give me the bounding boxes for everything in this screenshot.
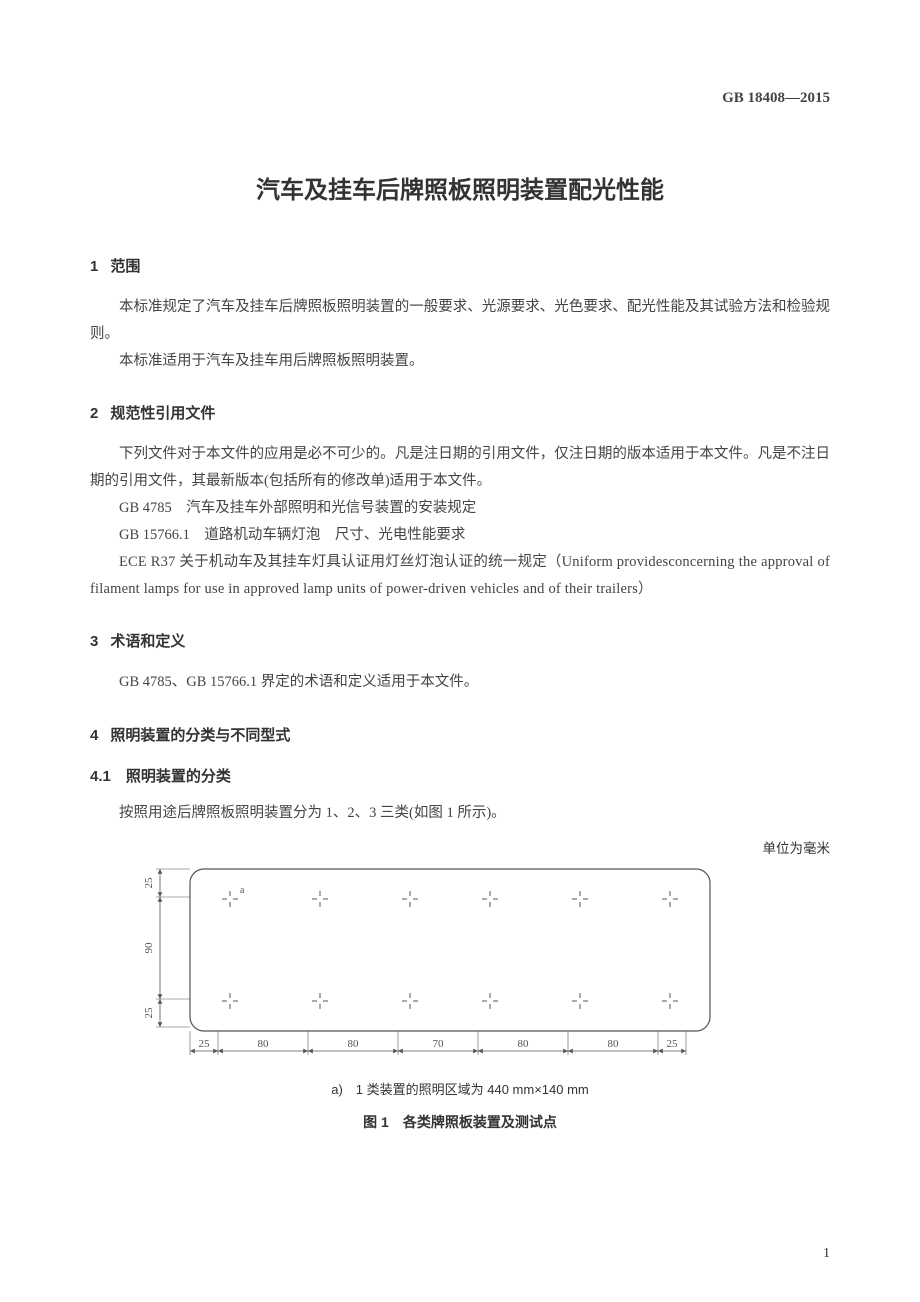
section-num: 2	[90, 405, 98, 422]
section-2-head: 2 规范性引用文件	[90, 402, 830, 423]
svg-text:80: 80	[258, 1038, 270, 1050]
s2-ref2: GB 15766.1 道路机动车辆灯泡 尺寸、光电性能要求	[90, 522, 830, 549]
s2-p1: 下列文件对于本文件的应用是必不可少的。凡是注日期的引用文件，仅注日期的版本适用于…	[90, 441, 830, 495]
section-4-1-head: 4.1 照明装置的分类	[90, 765, 830, 786]
section-label: 范围	[110, 258, 140, 275]
svg-text:25: 25	[667, 1038, 679, 1050]
section-label: 术语和定义	[110, 633, 185, 650]
section-label: 照明装置的分类与不同型式	[110, 727, 290, 744]
section-num: 4	[90, 727, 98, 744]
svg-text:80: 80	[348, 1038, 360, 1050]
figure-1-svg: a 25 80 80 70 80 80 25 25 90 25	[110, 861, 810, 1071]
s2-ref1: GB 4785 汽车及挂车外部照明和光信号装置的安装规定	[90, 495, 830, 522]
s1-p2: 本标准适用于汽车及挂车用后牌照板照明装置。	[90, 348, 830, 375]
svg-text:25: 25	[199, 1038, 211, 1050]
figure-1: a 25 80 80 70 80 80 25 25 90 25	[90, 861, 830, 1071]
svg-text:25: 25	[143, 1007, 155, 1019]
s1-p1: 本标准规定了汽车及挂车后牌照板照明装置的一般要求、光源要求、光色要求、配光性能及…	[90, 294, 830, 348]
svg-text:25: 25	[143, 877, 155, 889]
s2-ref3: ECE R37 关于机动车及其挂车灯具认证用灯丝灯泡认证的统一规定（Unifor…	[90, 549, 830, 603]
svg-text:80: 80	[518, 1038, 530, 1050]
standard-number: GB 18408—2015	[722, 90, 830, 107]
figure-unit-label: 单位为毫米	[90, 837, 830, 857]
svg-text:70: 70	[433, 1038, 445, 1050]
page: GB 18408—2015 汽车及挂车后牌照板照明装置配光性能 1 范围 本标准规…	[0, 0, 920, 1302]
section-1-head: 1 范围	[90, 255, 830, 276]
subsection-num: 4.1	[90, 768, 111, 785]
section-3-head: 3 术语和定义	[90, 630, 830, 651]
page-number: 1	[823, 1246, 830, 1262]
svg-text:a: a	[240, 885, 245, 896]
s3-p1: GB 4785、GB 15766.1 界定的术语和定义适用于本文件。	[90, 669, 830, 696]
ref3-line1: ECE R37 关于机动车及其挂车灯具认证用灯丝灯泡认证的统一规定（Unifor…	[90, 549, 668, 576]
section-num: 1	[90, 258, 98, 275]
document-title: 汽车及挂车后牌照板照明装置配光性能	[90, 170, 830, 205]
section-num: 3	[90, 633, 98, 650]
figure-1-subcaption: a) 1 类装置的照明区域为 440 mm×140 mm	[90, 1079, 830, 1098]
subsection-label: 照明装置的分类	[126, 768, 231, 785]
svg-text:90: 90	[143, 942, 155, 954]
section-label: 规范性引用文件	[110, 405, 215, 422]
section-4-head: 4 照明装置的分类与不同型式	[90, 724, 830, 745]
s41-p1: 按照用途后牌照板照明装置分为 1、2、3 三类(如图 1 所示)。	[90, 800, 830, 827]
svg-text:80: 80	[608, 1038, 620, 1050]
figure-1-caption: 图 1 各类牌照板装置及测试点	[90, 1112, 830, 1132]
